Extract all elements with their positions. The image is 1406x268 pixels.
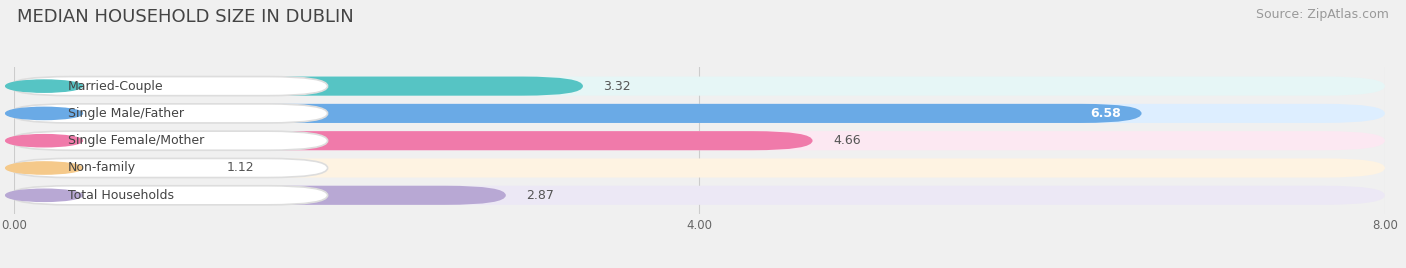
Text: 3.32: 3.32 [603, 80, 631, 93]
Text: 6.58: 6.58 [1090, 107, 1121, 120]
FancyBboxPatch shape [14, 77, 583, 96]
Text: Total Households: Total Households [67, 189, 174, 202]
Text: 2.87: 2.87 [526, 189, 554, 202]
FancyBboxPatch shape [14, 158, 1385, 178]
FancyBboxPatch shape [14, 158, 207, 178]
FancyBboxPatch shape [11, 77, 328, 96]
FancyBboxPatch shape [14, 104, 1385, 123]
Circle shape [6, 162, 83, 174]
FancyBboxPatch shape [14, 104, 1142, 123]
Text: Single Female/Mother: Single Female/Mother [67, 134, 204, 147]
Circle shape [6, 107, 83, 120]
Text: Non-family: Non-family [67, 162, 136, 174]
Text: Single Male/Father: Single Male/Father [67, 107, 184, 120]
FancyBboxPatch shape [11, 131, 328, 150]
Text: MEDIAN HOUSEHOLD SIZE IN DUBLIN: MEDIAN HOUSEHOLD SIZE IN DUBLIN [17, 8, 354, 26]
Circle shape [6, 80, 83, 92]
FancyBboxPatch shape [14, 77, 1385, 96]
FancyBboxPatch shape [14, 131, 813, 150]
Text: Married-Couple: Married-Couple [67, 80, 163, 93]
Circle shape [6, 189, 83, 202]
FancyBboxPatch shape [14, 131, 1385, 150]
Circle shape [6, 135, 83, 147]
FancyBboxPatch shape [11, 158, 328, 178]
FancyBboxPatch shape [11, 104, 328, 123]
FancyBboxPatch shape [14, 186, 1385, 205]
FancyBboxPatch shape [14, 186, 506, 205]
Text: Source: ZipAtlas.com: Source: ZipAtlas.com [1256, 8, 1389, 21]
Text: 4.66: 4.66 [834, 134, 860, 147]
Text: 1.12: 1.12 [226, 162, 254, 174]
FancyBboxPatch shape [11, 186, 328, 205]
